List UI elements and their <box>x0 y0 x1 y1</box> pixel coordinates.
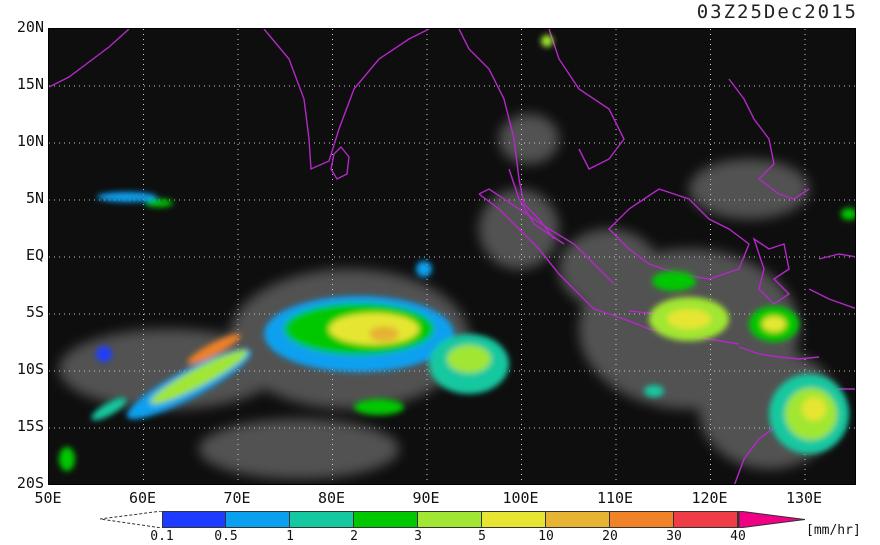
lat-label: 20N <box>16 18 44 36</box>
lon-label: 50E <box>34 489 62 507</box>
sumatra-coastline <box>478 188 625 320</box>
sri-lanka-coastline <box>330 145 350 180</box>
colorbar-tick-label: 0.1 <box>150 529 174 544</box>
lat-label: 5N <box>25 189 44 207</box>
philippines-coastline <box>728 78 810 200</box>
lat-label: 10N <box>16 132 44 150</box>
colorbar-segment <box>674 511 738 528</box>
colorbar-tick-label: 10 <box>538 529 554 544</box>
lon-label: 130E <box>785 489 823 507</box>
colorbar-tick-label: 0.5 <box>214 529 238 544</box>
colorbar-segment <box>482 511 546 528</box>
new-guinea-coastline <box>808 253 855 310</box>
nusa-tenggara-coastline <box>738 346 820 360</box>
colorbar-tick-label: 3 <box>414 529 422 544</box>
colorbar-segment <box>226 511 290 528</box>
cloud-layer <box>59 114 839 479</box>
precipitation-map <box>48 28 856 485</box>
lat-label: 15N <box>16 75 44 93</box>
colorbar-tick-label: 1 <box>286 529 294 544</box>
colorbar-tick-label: 5 <box>478 529 486 544</box>
lat-label: 10S <box>16 360 44 378</box>
colorbar-tick-label: 40 <box>730 529 746 544</box>
colorbar-segment <box>546 511 610 528</box>
colorbar-segment <box>610 511 674 528</box>
lat-label: EQ <box>25 246 44 264</box>
precipitation-layer <box>59 35 855 471</box>
colorbar <box>162 511 738 528</box>
india-coastline <box>49 29 430 171</box>
colorbar-tick-label: 30 <box>666 529 682 544</box>
lat-label: 5S <box>25 303 44 321</box>
lon-label: 100E <box>502 489 539 507</box>
colorbar-units: [mm/hr] <box>806 523 861 538</box>
lon-label: 70E <box>223 489 251 507</box>
borneo-coastline <box>608 188 750 280</box>
sulawesi-coastline <box>752 237 791 305</box>
lon-label: 90E <box>412 489 440 507</box>
myanmar-thailand-coastline <box>458 29 555 240</box>
lon-label: 80E <box>317 489 346 507</box>
lon-label: 60E <box>128 489 157 507</box>
lat-label: 20S <box>16 474 44 492</box>
indochina-coastline <box>548 29 625 170</box>
timestamp-label: 03Z25Dec2015 <box>696 1 858 23</box>
lon-label: 110E <box>596 489 634 507</box>
colorbar-segment <box>290 511 354 528</box>
colorbar-low-end-arrow <box>100 511 162 528</box>
colorbar-segment <box>162 511 226 528</box>
malay-peninsula-coastline <box>508 168 565 245</box>
colorbar-tick-label: 2 <box>350 529 358 544</box>
colorbar-segment <box>418 511 482 528</box>
colorbar-tick-label: 20 <box>602 529 618 544</box>
colorbar-segment <box>354 511 418 528</box>
lon-label: 120E <box>691 489 728 507</box>
lat-label: 15S <box>16 417 44 435</box>
colorbar-high-end-arrow <box>739 511 805 528</box>
